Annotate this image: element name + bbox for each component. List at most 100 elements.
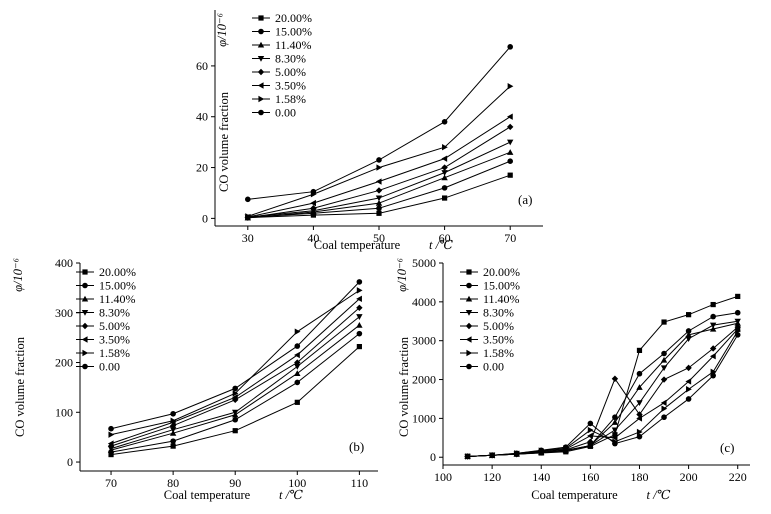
panel-b-legend-label: 20.00% xyxy=(99,265,136,279)
panel-c-legend-marker xyxy=(465,295,473,302)
panel-c-data-point xyxy=(611,434,618,442)
panel-b-legend-label: 8.30% xyxy=(99,306,130,320)
panel-c-x-tick-label: 100 xyxy=(434,470,452,484)
panel-b-x-tick-label: 80 xyxy=(167,476,179,490)
panel-c-data-point xyxy=(636,411,643,418)
panel-c-y-axis-title: CO volume fraction xyxy=(397,336,411,437)
panel-c-data-point xyxy=(587,420,594,427)
panel-b-data-point xyxy=(169,427,177,433)
panel-a-legend-label: 8.30% xyxy=(275,52,306,66)
panel-c-data-point xyxy=(685,336,692,342)
panel-c-data-point xyxy=(636,384,643,390)
panel-b-data-point xyxy=(170,443,176,449)
panel-c-data-point xyxy=(685,396,692,402)
panel-b-series-line-7 xyxy=(110,281,360,430)
panel-c-data-point xyxy=(660,376,668,383)
panel-c-data-point xyxy=(611,375,619,382)
panel-b-data-point xyxy=(108,425,114,432)
panel-b-data-point xyxy=(294,363,301,370)
panel-a-y-tick-label: 60 xyxy=(196,59,208,73)
panel-c-data-point xyxy=(612,432,618,438)
panel-a-x-axis-title: Coal temperature xyxy=(314,238,401,252)
panel-b-x-tick-label: 70 xyxy=(105,476,117,490)
panel-c-data-point xyxy=(660,356,668,363)
panel-c-data-point xyxy=(686,386,692,393)
panel-a-x-tick-label: 70 xyxy=(504,231,516,245)
panel-a-x-tick-label: 30 xyxy=(242,231,254,245)
panel-b-data-point xyxy=(232,428,238,434)
panel-c-legend-label: 1.58% xyxy=(483,346,514,360)
panel-a-x-tick-label: 40 xyxy=(307,231,319,245)
panel-a-x-tick-label: 50 xyxy=(373,231,385,245)
panel-a-data-point xyxy=(441,170,448,176)
panel-a-legend-marker xyxy=(258,109,264,116)
panel-b-data-point xyxy=(232,394,238,401)
panel-b-data-point xyxy=(232,385,239,392)
panel-b-data-point xyxy=(294,359,301,366)
panel-c-data-point xyxy=(661,319,667,325)
panel-c-data-point xyxy=(685,331,692,338)
panel-b-x-tick-label: 90 xyxy=(229,476,241,490)
panel-a-legend-label: 1.58% xyxy=(275,92,306,106)
panel-c-data-point xyxy=(734,309,741,316)
panel-a-legend-marker xyxy=(257,41,265,48)
panel-a-data-point xyxy=(507,113,513,120)
panel-b-data-point xyxy=(294,328,301,335)
panel-c-legend-label: 5.00% xyxy=(483,319,514,333)
panel-c-y-tick-label: 2000 xyxy=(412,373,436,387)
panel-c-legend-label: 0.00 xyxy=(483,360,504,374)
panel-c-y-tick-label: 5000 xyxy=(412,256,436,270)
panel-c-data-point xyxy=(538,447,545,454)
panel-b-y-tick-label: 300 xyxy=(55,306,73,320)
panel-c-data-point xyxy=(636,400,643,407)
panel-a-data-point xyxy=(442,195,448,201)
panel-c-y-tick-label: 3000 xyxy=(412,334,436,348)
panel-c-data-point xyxy=(685,364,692,372)
panel-c-data-point xyxy=(709,353,716,360)
panel-a-legend-marker xyxy=(258,15,264,21)
panel-b-legend-marker xyxy=(81,309,89,316)
panel-b-data-point xyxy=(232,416,239,423)
panel-c-legend-marker xyxy=(465,336,472,343)
panel-b-y-tick-label: 100 xyxy=(55,405,73,419)
panel-c-data-point xyxy=(710,372,716,379)
panel-b-legend-label: 3.50% xyxy=(99,333,130,347)
panel-a-y-axis-symbol: φ/10⁻⁶ xyxy=(215,13,229,47)
panel-b-legend-label: 5.00% xyxy=(99,319,130,333)
panel-c-data-point xyxy=(612,414,618,421)
panel-c-y-tick-label: 0 xyxy=(430,450,436,464)
panel-c-label: (c) xyxy=(720,440,734,455)
panel-c-data-point xyxy=(735,293,741,300)
panel-b-data-point xyxy=(356,287,363,294)
panel-a-data-point xyxy=(375,178,382,185)
panel-b-legend-label: 1.58% xyxy=(99,346,130,360)
panel-b-legend-marker xyxy=(81,336,88,343)
panel-c-y-tick-label: 4000 xyxy=(412,295,436,309)
panel-b-data-point xyxy=(294,343,301,349)
panel-c-x-tick-label: 140 xyxy=(532,470,550,484)
panel-c-data-point xyxy=(612,440,618,447)
panel-b-data-point xyxy=(108,431,115,438)
panel-c-data-point xyxy=(685,328,692,334)
panel-a-legend-marker xyxy=(257,82,264,89)
panel-b-data-point xyxy=(356,343,362,350)
panel-a-legend-label: 15.00% xyxy=(275,25,312,39)
panel-a-data-point xyxy=(376,164,383,171)
panel-a-data-point xyxy=(376,205,382,212)
panel-a-data-point xyxy=(376,210,382,216)
panel-a-data-point xyxy=(375,195,383,202)
panel-a-data-point xyxy=(310,199,316,207)
panel-b-data-point xyxy=(169,422,177,429)
panel-b-label: (b) xyxy=(349,439,364,454)
panel-a-label: (a) xyxy=(518,192,532,207)
panel-b-legend-marker xyxy=(81,322,89,330)
panel-c-y-tick-label: 1000 xyxy=(412,411,436,425)
panel-c-x-tick-label: 160 xyxy=(581,470,599,484)
panel-a-x-tick-label: 60 xyxy=(439,231,451,245)
panel-b-y-tick-label: 0 xyxy=(67,455,73,469)
panel-b-legend-marker xyxy=(82,269,88,275)
panel-a-data-point xyxy=(507,83,514,90)
panel-c-legend-label: 11.40% xyxy=(483,292,520,306)
panel-a-data-point xyxy=(310,188,317,195)
